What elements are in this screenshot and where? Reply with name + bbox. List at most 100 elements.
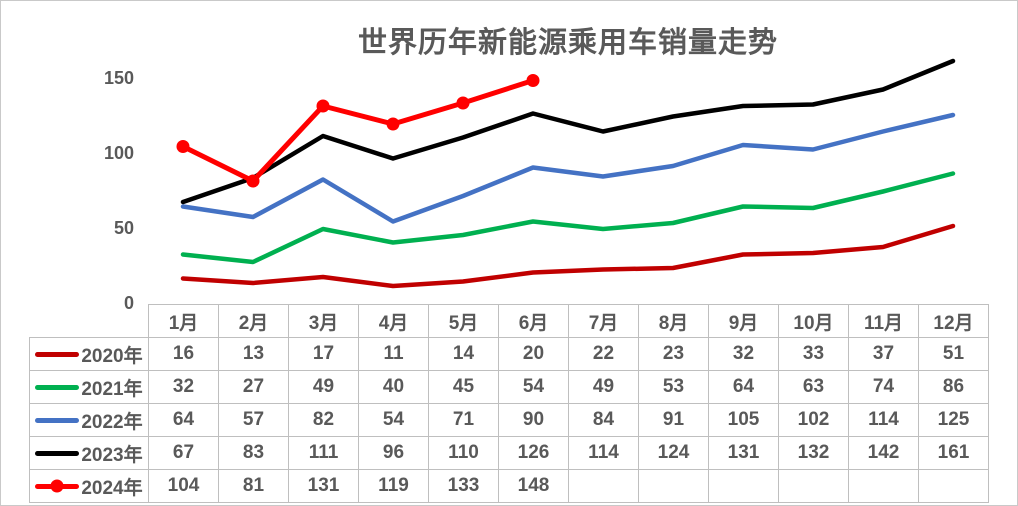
month-header-cell: 12月 (918, 304, 989, 338)
value-cell (568, 469, 639, 503)
value-cell: 49 (288, 370, 359, 404)
series-line-2023年 (180, 58, 956, 205)
value-cell: 27 (218, 370, 289, 404)
value-cell: 11 (358, 337, 429, 371)
value-cell: 125 (918, 403, 989, 437)
value-cell: 54 (358, 403, 429, 437)
value-cell: 111 (288, 436, 359, 470)
value-cell: 84 (568, 403, 639, 437)
month-header-cell: 6月 (498, 304, 569, 338)
series-line-2021年 (180, 171, 956, 265)
value-cell: 71 (428, 403, 499, 437)
value-cell: 96 (358, 436, 429, 470)
value-cell: 86 (918, 370, 989, 404)
month-header-cell: 9月 (708, 304, 779, 338)
value-cell (848, 469, 919, 503)
value-cell: 161 (918, 436, 989, 470)
value-cell: 74 (848, 370, 919, 404)
legend-cell-2022年: 2022年 (29, 403, 149, 437)
legend-label: 2020年 (81, 345, 143, 367)
value-cell (778, 469, 849, 503)
value-cell: 142 (848, 436, 919, 470)
value-cell: 148 (498, 469, 569, 503)
month-header-cell: 2月 (218, 304, 289, 338)
value-cell (918, 469, 989, 503)
legend-line-icon (35, 417, 80, 423)
value-cell (638, 469, 709, 503)
value-cell: 54 (498, 370, 569, 404)
series-marker-2024年 (456, 96, 470, 110)
month-header-cell: 10月 (778, 304, 849, 338)
value-cell: 23 (638, 337, 709, 371)
value-cell: 22 (568, 337, 639, 371)
legend-line-icon (35, 384, 80, 390)
series-marker-2024年 (316, 99, 330, 113)
table-row-2024年: 2024年 104 81 131 119 133 148 (29, 469, 989, 503)
value-cell: 124 (638, 436, 709, 470)
value-cell: 114 (568, 436, 639, 470)
value-cell: 82 (288, 403, 359, 437)
y-axis-tick-label: 100 (104, 143, 134, 163)
series-line-2020年 (180, 223, 956, 289)
series-marker-2024年 (386, 117, 400, 131)
value-cell: 33 (778, 337, 849, 371)
legend-line-icon (35, 351, 80, 357)
month-header-cell: 1月 (148, 304, 219, 338)
value-cell: 37 (848, 337, 919, 371)
legend-cell-2023年: 2023年 (29, 436, 149, 470)
value-cell: 114 (848, 403, 919, 437)
value-cell: 63 (778, 370, 849, 404)
value-cell: 45 (428, 370, 499, 404)
value-cell: 131 (708, 436, 779, 470)
value-cell: 81 (218, 469, 289, 503)
legend-label: 2022年 (81, 411, 143, 433)
value-cell: 110 (428, 436, 499, 470)
value-cell: 49 (568, 370, 639, 404)
legend-line-icon (35, 479, 80, 493)
month-header-cell: 8月 (638, 304, 709, 338)
value-cell: 105 (708, 403, 779, 437)
month-header-cell: 11月 (848, 304, 919, 338)
value-cell: 64 (708, 370, 779, 404)
y-axis-tick-label: 150 (104, 68, 134, 88)
value-cell: 126 (498, 436, 569, 470)
series-marker-2024年 (176, 140, 190, 153)
legend-line-icon (35, 450, 80, 456)
value-cell: 102 (778, 403, 849, 437)
value-cell: 20 (498, 337, 569, 371)
legend-cell-2024年: 2024年 (29, 469, 149, 503)
table-row-2021年: 2021年 32 27 49 40 45 54 49 53 64 63 74 86 (29, 370, 989, 404)
value-cell: 64 (148, 403, 219, 437)
value-cell: 32 (708, 337, 779, 371)
legend-cell-2020年: 2020年 (29, 337, 149, 371)
value-cell: 104 (148, 469, 219, 503)
legend-label: 2024年 (81, 477, 143, 499)
value-cell: 91 (638, 403, 709, 437)
value-cell: 40 (358, 370, 429, 404)
value-cell: 17 (288, 337, 359, 371)
data-table: 1月 2月 3月 4月 5月 6月 7月 8月 9月 10月 11月 12月 2020年 16 13 17 11… (29, 304, 989, 503)
value-cell: 133 (428, 469, 499, 503)
chart-title: 世界历年新能源乘用车销量走势 (357, 27, 778, 59)
month-header-cell: 3月 (288, 304, 359, 338)
series-line-2024年 (180, 78, 536, 184)
legend-label: 2021年 (81, 378, 143, 400)
value-cell: 67 (148, 436, 219, 470)
value-cell: 90 (498, 403, 569, 437)
series-line-2022年 (180, 112, 956, 224)
table-header-row: 1月 2月 3月 4月 5月 6月 7月 8月 9月 10月 11月 12月 (29, 304, 989, 338)
value-cell: 119 (358, 469, 429, 503)
value-cell: 14 (428, 337, 499, 371)
value-cell: 57 (218, 403, 289, 437)
month-header-cell: 5月 (428, 304, 499, 338)
legend-marker-dot-icon (50, 479, 64, 493)
month-header-cell: 4月 (358, 304, 429, 338)
table-row-2020年: 2020年 16 13 17 11 14 20 22 23 32 33 37 51 (29, 337, 989, 371)
value-cell: 132 (778, 436, 849, 470)
value-cell (708, 469, 779, 503)
month-header-cell: 7月 (568, 304, 639, 338)
table-row-2022年: 2022年 64 57 82 54 71 90 84 91 105 102 114 125 (29, 403, 989, 437)
value-cell: 131 (288, 469, 359, 503)
legend-cell-2021年: 2021年 (29, 370, 149, 404)
